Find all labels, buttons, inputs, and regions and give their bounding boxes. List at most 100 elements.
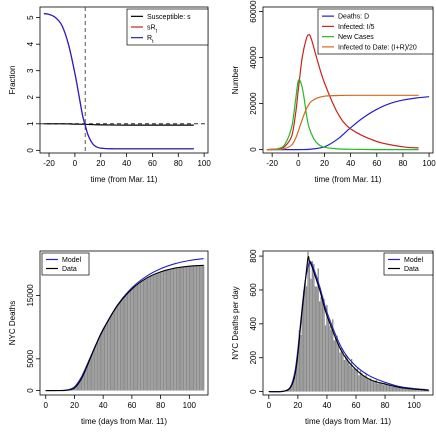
data-bar [337, 343, 340, 392]
data-bar [192, 265, 195, 391]
data-bar [375, 380, 377, 392]
x-tick-label: 40 [322, 401, 331, 410]
data-bar [201, 265, 203, 391]
data-bar [188, 266, 190, 391]
data-bar [103, 327, 106, 391]
x-axis-label: time (days from Mar. 11) [305, 417, 391, 426]
data-bar [108, 320, 110, 391]
data-bar [378, 381, 380, 392]
data-bar [407, 388, 409, 392]
data-bar [359, 370, 362, 392]
series-line [266, 33, 419, 151]
series-line [43, 13, 194, 150]
data-bar [365, 374, 367, 392]
y-tick-label: 15000 [26, 284, 35, 307]
data-bar [109, 317, 112, 391]
data-bar [342, 350, 344, 392]
data-bar [197, 265, 199, 391]
x-tick-label: 100 [197, 159, 211, 168]
data-bar [380, 382, 382, 392]
data-bar [88, 362, 90, 391]
plot-area [268, 251, 430, 393]
data-bar [75, 386, 77, 391]
data-bar [419, 389, 421, 392]
data-bar [409, 388, 411, 392]
series-line [268, 255, 429, 393]
plot-frame [262, 6, 434, 154]
data-bar [135, 285, 137, 391]
data-bar [416, 389, 418, 392]
data-bar [161, 271, 163, 391]
legend-label: sRt [147, 25, 158, 35]
data-bar [105, 324, 107, 391]
x-tick-label: 60 [148, 159, 157, 168]
data-bar [151, 275, 153, 391]
data-bar [330, 329, 332, 392]
x-tick-label: 20 [293, 401, 302, 410]
data-bar [289, 387, 292, 392]
data-bar [118, 303, 120, 391]
x-tick-label: 80 [381, 401, 390, 410]
plot-area [45, 258, 205, 392]
x-tick-label: 20 [320, 159, 329, 168]
data-bar [292, 376, 295, 392]
data-bar [310, 278, 312, 392]
series-line [266, 78, 419, 151]
plot-area [266, 33, 430, 151]
data-bar [82, 375, 84, 391]
data-bar [364, 376, 366, 392]
data-bar [412, 388, 414, 392]
data-bar [425, 390, 427, 392]
data-bar [308, 260, 311, 392]
y-tick-label: 0 [26, 148, 35, 153]
x-tick-label: 80 [156, 401, 165, 410]
legend-label: Model [62, 257, 82, 264]
data-bar [321, 295, 324, 392]
y-tick-label: 800 [249, 249, 258, 263]
y-tick-label: 0 [249, 147, 258, 152]
data-bar [336, 335, 338, 392]
data-bar [291, 384, 293, 392]
y-tick-label: 5 [26, 15, 35, 20]
data-bar [369, 378, 372, 392]
data-bar [95, 344, 97, 391]
data-bar [116, 305, 119, 391]
series-line [268, 260, 429, 393]
data-bar [175, 267, 178, 391]
data-bar [397, 387, 399, 392]
data-bar [167, 270, 169, 391]
y-tick-label: 0 [26, 388, 35, 393]
data-bar [85, 368, 87, 391]
data-bar [89, 358, 91, 391]
chart-panel-4: 0 20 40 60 80 100 0 200 400 600 800 time (days from… [231, 249, 434, 426]
data-bar [99, 335, 101, 391]
legend-label: Model [404, 257, 424, 264]
data-bar [145, 278, 147, 391]
data-bar [122, 298, 124, 391]
x-tick-label: 0 [296, 159, 301, 168]
data-bar [200, 265, 202, 391]
data-bar [311, 261, 314, 392]
data-bar [131, 289, 133, 391]
data-bar [295, 365, 298, 392]
data-bar [93, 348, 96, 391]
data-bar [125, 295, 127, 391]
data-bar [414, 389, 417, 392]
x-axis-label: time (from Mar. 11) [315, 175, 382, 184]
x-axis-label: time (from Mar. 11) [91, 175, 158, 184]
data-bar [177, 267, 179, 391]
data-bar [191, 266, 193, 391]
x-tick-label: 40 [122, 159, 131, 168]
plot-frame [39, 250, 209, 396]
x-tick-label: 0 [267, 401, 272, 410]
data-bar [329, 325, 331, 392]
data-bar [387, 385, 389, 392]
data-bar [352, 368, 354, 392]
data-bar [73, 388, 76, 391]
data-bar [298, 330, 300, 392]
data-bar [114, 310, 116, 391]
data-bar [323, 298, 325, 392]
legend-label: Infected: I/5 [338, 24, 375, 31]
data-bar [366, 378, 369, 392]
